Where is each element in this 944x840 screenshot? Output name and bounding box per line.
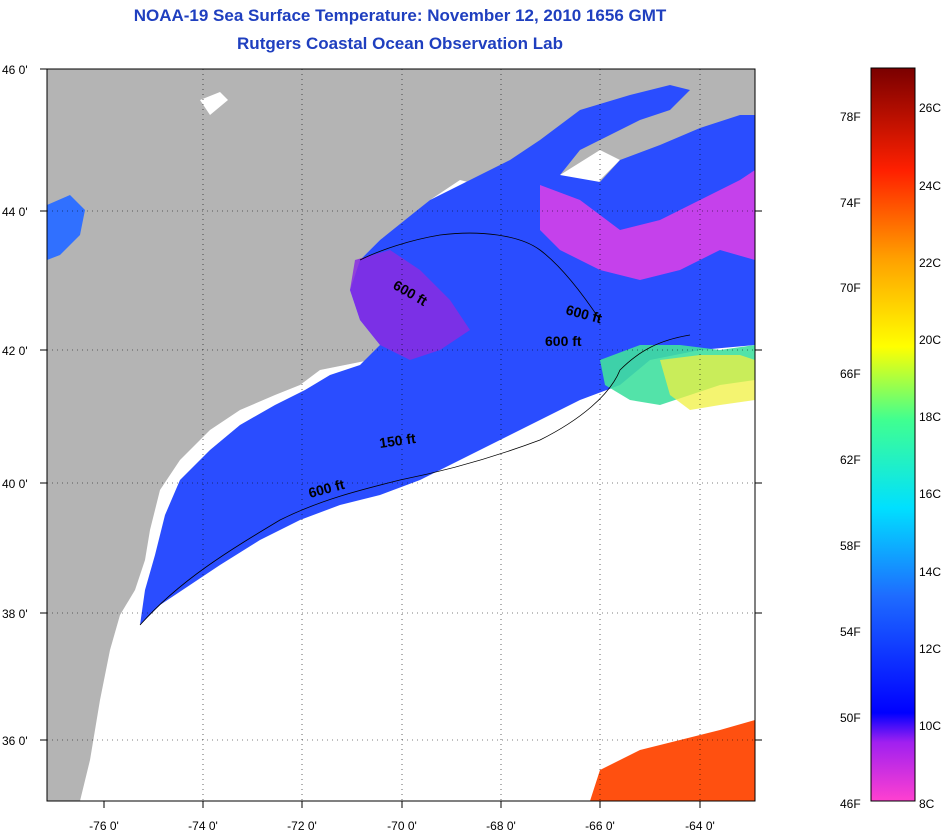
lon-label: -72 0' [287,819,317,833]
fahrenheit-labels: 78F 74F 70F 66F 62F 58F 54F 50F 46F [840,110,861,811]
colorbar-c-label: 20C [919,333,941,347]
colorbar-c-label: 18C [919,410,941,424]
celsius-labels: 26C 24C 22C 20C 18C 16C 14C 12C 10C 8C [919,101,941,811]
lat-label: 36 0' [2,734,28,748]
sst-magenta-water [540,170,755,280]
map-title: NOAA-19 Sea Surface Temperature: Novembe… [133,6,667,25]
colorbar-c-label: 16C [919,487,941,501]
lake [47,195,85,260]
colorbar-f-label: 66F [840,367,861,381]
colorbar-c-label: 12C [919,642,941,656]
map-area [47,69,755,801]
lat-label: 42 0' [2,344,28,358]
temperature-colorbar: 78F 74F 70F 66F 62F 58F 54F 50F 46F 26C … [840,67,941,811]
colorbar-f-label: 70F [840,281,861,295]
colorbar-c-label: 24C [919,179,941,193]
land-mass [47,69,755,801]
colorbar-f-label: 78F [840,110,861,124]
sst-yellow-front [660,355,755,410]
latitude-labels: 46 0' 44 0' 42 0' 40 0' 38 0' 36 0' [2,63,28,748]
colorbar-f-label: 58F [840,539,861,553]
depth-label: 600 ft [545,333,582,349]
lat-label: 44 0' [2,205,28,219]
colorbar-c-label: 14C [919,565,941,579]
lon-label: -64 0' [685,819,715,833]
depth-label: 150 ft [378,430,417,451]
lon-label: -76 0' [89,819,119,833]
lat-label: 46 0' [2,63,28,77]
colorbar-f-label: 46F [840,797,861,811]
longitude-labels: -76 0' -74 0' -72 0' -70 0' -68 0' -66 0… [89,819,715,833]
colorbar-c-label: 22C [919,256,941,270]
lon-label: -74 0' [188,819,218,833]
lat-label: 38 0' [2,607,28,621]
map-ticks [40,68,762,808]
colorbar-c-label: 10C [919,719,941,733]
lon-label: -70 0' [387,819,417,833]
colorbar-gradient [870,67,916,802]
colorbar-c-label: 8C [919,797,935,811]
depth-contour-line [139,334,691,626]
colorbar-f-label: 54F [840,625,861,639]
sst-purple-water [350,250,470,360]
colorbar-f-label: 50F [840,711,861,725]
colorbar-f-label: 74F [840,196,861,210]
map-grid [47,69,755,801]
depth-contour-line [359,232,601,321]
lat-label: 40 0' [2,477,28,491]
map-frame [46,68,756,802]
lake [200,92,228,115]
sst-gulf-stream [590,720,755,801]
lon-label: -68 0' [486,819,516,833]
colorbar-c-label: 26C [919,101,941,115]
colorbar-f-label: 62F [840,453,861,467]
lon-label: -66 0' [585,819,615,833]
map-subtitle: Rutgers Coastal Ocean Observation Lab [237,34,563,53]
